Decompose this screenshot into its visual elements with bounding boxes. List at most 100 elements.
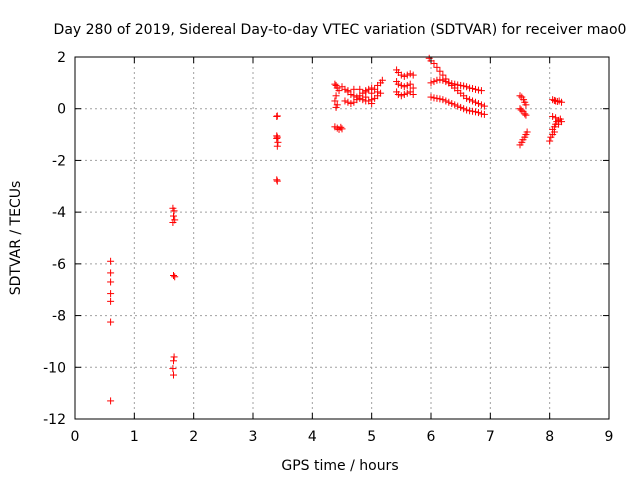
data-point <box>474 100 482 108</box>
data-point <box>169 218 177 226</box>
y-tick-label: 2 <box>57 50 66 66</box>
data-point <box>171 273 179 281</box>
data-point <box>170 353 178 361</box>
data-point <box>397 81 405 89</box>
data-point <box>350 85 358 93</box>
data-point <box>394 90 402 98</box>
x-tick-label: 3 <box>249 429 258 445</box>
y-axis-label: SDTVAR / TECUs <box>8 181 24 296</box>
data-point <box>107 397 115 405</box>
data-point <box>409 90 417 98</box>
y-tick-label: -4 <box>52 205 66 221</box>
data-point <box>169 371 177 379</box>
data-point <box>454 81 462 89</box>
data-point <box>169 365 177 373</box>
data-point <box>460 82 468 90</box>
data-point <box>368 100 376 108</box>
data-point <box>374 88 382 96</box>
data-point <box>274 138 282 146</box>
data-point <box>331 97 339 105</box>
data-point <box>436 76 444 84</box>
data-point <box>445 98 453 106</box>
data-point <box>472 85 479 93</box>
data-point <box>333 124 341 132</box>
y-axis-ticks: -12 -10 -8 -6 -4 -2 0 2 <box>43 50 609 428</box>
x-tick-label: 8 <box>545 429 554 445</box>
x-tick-label: 1 <box>130 429 139 445</box>
data-point <box>457 103 465 111</box>
data-point <box>427 79 435 87</box>
data-point <box>406 80 414 88</box>
data-point <box>469 97 477 105</box>
data-point <box>170 207 178 215</box>
data-point <box>430 59 438 67</box>
data-point <box>546 137 554 145</box>
data-point <box>403 71 411 79</box>
x-tick-label: 7 <box>486 429 495 445</box>
data-point <box>549 96 557 104</box>
data-point <box>273 112 281 120</box>
y-tick-label: -6 <box>52 257 66 273</box>
data-point <box>169 212 177 220</box>
data-point <box>331 80 339 88</box>
data-point <box>430 94 438 102</box>
data-point <box>442 78 450 86</box>
x-tick-label: 4 <box>308 429 317 445</box>
data-point <box>400 90 408 98</box>
data-points <box>107 54 566 405</box>
data-point <box>344 98 352 106</box>
data-point <box>356 85 364 93</box>
data-point <box>350 92 358 100</box>
data-point <box>469 107 477 115</box>
data-point <box>107 257 115 265</box>
data-point <box>107 278 115 286</box>
data-point <box>523 128 531 136</box>
data-point <box>552 114 560 122</box>
data-point <box>436 95 444 103</box>
data-point <box>555 120 563 128</box>
data-point <box>553 97 561 105</box>
data-point <box>558 98 566 106</box>
data-point <box>335 87 343 95</box>
data-point <box>436 67 444 75</box>
data-point <box>469 85 477 93</box>
data-point <box>474 109 482 117</box>
data-point <box>403 81 411 89</box>
data-point <box>480 110 488 118</box>
data-point <box>466 107 474 115</box>
data-point <box>397 71 405 79</box>
data-point <box>463 106 471 114</box>
data-point <box>463 83 471 91</box>
data-point <box>448 100 456 108</box>
data-point <box>107 297 115 305</box>
x-tick-label: 2 <box>189 429 198 445</box>
data-point <box>273 112 281 120</box>
data-point <box>347 100 355 108</box>
data-point <box>477 101 485 109</box>
data-point <box>347 90 355 98</box>
y-tick-label: 0 <box>57 102 66 118</box>
y-tick-label: -12 <box>43 412 66 428</box>
x-tick-label: 5 <box>367 429 376 445</box>
data-point <box>341 97 349 105</box>
data-point <box>107 290 115 298</box>
data-point <box>549 112 557 120</box>
data-point <box>477 110 485 118</box>
data-point <box>332 103 340 111</box>
data-point <box>439 96 447 104</box>
data-point <box>442 97 450 105</box>
data-point <box>463 94 471 102</box>
data-point <box>457 81 465 89</box>
grid-lines <box>75 57 609 419</box>
data-point <box>378 76 386 84</box>
x-tick-label: 0 <box>71 429 80 445</box>
data-point <box>409 71 417 79</box>
data-point <box>344 87 352 95</box>
data-point <box>430 78 438 86</box>
data-point <box>400 83 408 91</box>
data-point <box>439 76 447 84</box>
data-point <box>362 93 370 101</box>
data-point <box>169 357 177 365</box>
data-point <box>337 123 345 131</box>
x-axis-label: GPS time / hours <box>281 458 398 474</box>
